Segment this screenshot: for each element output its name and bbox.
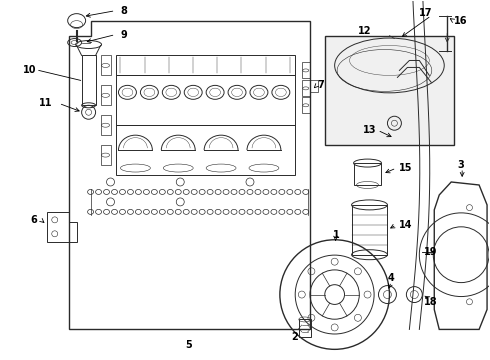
Bar [82,55,96,105]
Bar [100,145,111,165]
Bar [352,205,388,255]
Text: 8: 8 [121,6,127,15]
Text: 5: 5 [185,340,192,350]
Text: 4: 4 [388,273,395,283]
Text: 11: 11 [39,98,52,108]
Bar [302,97,310,113]
Text: 9: 9 [121,30,127,40]
Text: 17: 17 [419,8,433,18]
Bar [325,36,454,145]
Bar [116,55,295,75]
Bar [100,115,111,135]
Text: 14: 14 [399,220,413,230]
Bar [302,62,310,78]
Text: 19: 19 [424,247,438,257]
Text: 7: 7 [318,80,324,90]
Bar [354,163,382,185]
Text: 2: 2 [292,332,298,342]
Text: 18: 18 [424,297,438,306]
Text: 15: 15 [399,163,413,173]
Bar [100,85,111,105]
Text: 12: 12 [358,26,371,36]
Text: 16: 16 [454,15,467,26]
Bar [116,125,295,175]
Text: 13: 13 [363,125,376,135]
Bar [299,319,311,337]
Text: 3: 3 [458,160,465,170]
Bar [310,80,318,92]
Bar [302,80,310,96]
Bar [100,55,111,75]
Bar [116,75,295,125]
Text: 10: 10 [23,66,36,76]
Text: 6: 6 [31,215,38,225]
Text: 1: 1 [333,230,340,240]
